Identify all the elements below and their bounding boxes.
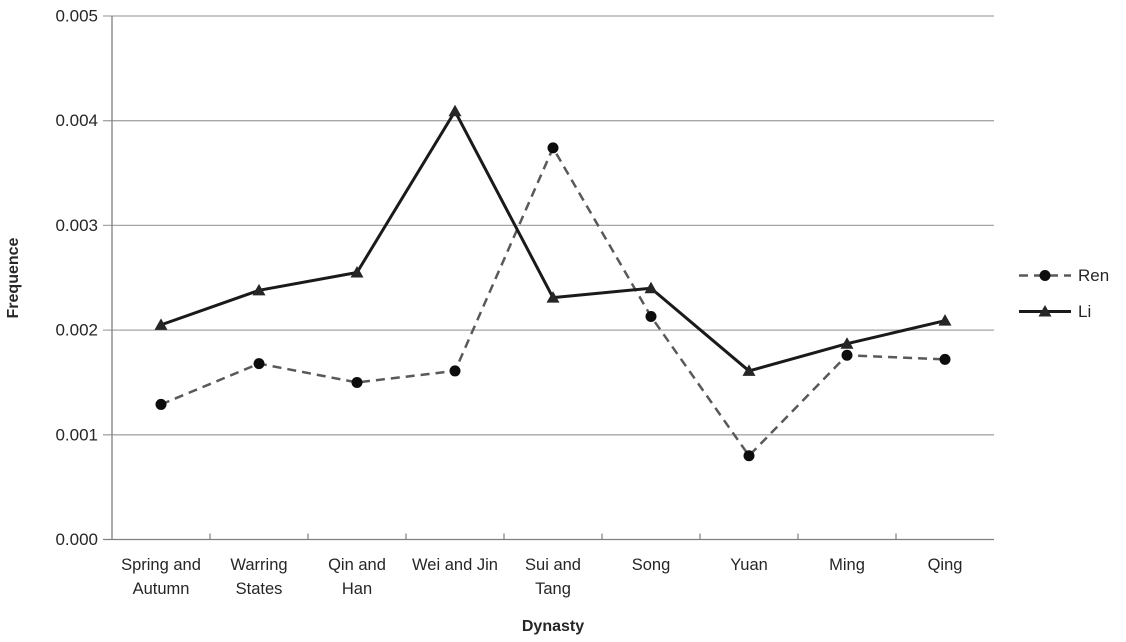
- marker-circle-ren: [351, 376, 363, 388]
- marker-triangle-li: [252, 283, 266, 296]
- marker-circle-ren: [547, 142, 559, 154]
- x-category-label: Autumn: [133, 580, 190, 598]
- marker-triangle-li: [448, 104, 462, 117]
- x-category-label: Ming: [829, 556, 865, 574]
- x-category-label: Han: [342, 580, 372, 598]
- legend: Ren Li: [1018, 265, 1109, 322]
- li-line-swatch: [1019, 305, 1071, 317]
- x-category-label: Sui and: [525, 556, 581, 574]
- marker-triangle-li: [938, 314, 952, 326]
- marker-triangle-li: [546, 291, 560, 303]
- y-axis-title: Frequence: [5, 237, 22, 319]
- legend-label-li: Li: [1078, 301, 1092, 321]
- ren-circle-marker-sample: [1039, 270, 1051, 281]
- marker-triangle-li: [154, 318, 168, 330]
- marker-triangle-li: [350, 266, 364, 278]
- legend-label-ren: Ren: [1078, 265, 1110, 285]
- x-category-label: Tang: [535, 580, 571, 598]
- marker-triangle-li: [644, 281, 658, 294]
- legend-item-li: Li: [1018, 301, 1109, 322]
- marker-triangle-li: [742, 364, 756, 376]
- x-category-label: Yuan: [730, 556, 768, 574]
- y-tick-label: 0.005: [55, 7, 98, 26]
- marker-circle-ren: [645, 310, 657, 322]
- marker-circle-ren: [449, 365, 461, 377]
- x-category-label: States: [236, 580, 283, 598]
- marker-circle-ren: [253, 358, 265, 370]
- y-tick-label: 0.004: [55, 111, 98, 130]
- li-triangle-marker-sample: [1038, 305, 1052, 317]
- marker-circle-ren: [939, 353, 951, 365]
- x-category-label: Qin and: [328, 556, 386, 574]
- x-category-label: Warring: [230, 556, 287, 574]
- y-tick-label: 0.000: [55, 530, 98, 549]
- x-category-label: Qing: [928, 556, 963, 574]
- marker-triangle-li: [840, 337, 854, 349]
- marker-circle-ren: [743, 450, 755, 462]
- x-category-label: Song: [632, 556, 671, 574]
- y-tick-label: 0.001: [55, 425, 98, 444]
- x-category-label: Wei and Jin: [412, 556, 498, 574]
- y-tick-label: 0.002: [55, 321, 98, 340]
- x-category-label: Spring and: [121, 556, 201, 574]
- marker-circle-ren: [841, 349, 853, 361]
- marker-circle-ren: [155, 398, 167, 410]
- y-tick-label: 0.003: [55, 216, 98, 235]
- ren-line-swatch: [1019, 270, 1071, 281]
- x-axis-title: Dynasty: [521, 618, 585, 635]
- legend-item-ren: Ren: [1018, 265, 1109, 286]
